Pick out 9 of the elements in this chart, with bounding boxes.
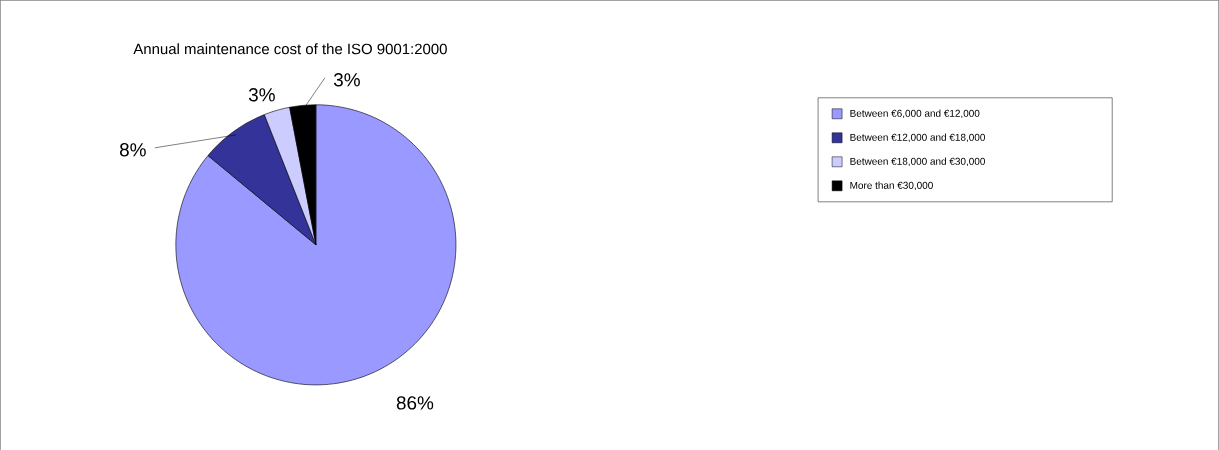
data-label: 86% (396, 396, 434, 410)
chart-title: Annual maintenance cost of the ISO 9001:2000 (133, 43, 447, 55)
data-label: 3% (248, 88, 275, 102)
legend-label: Between €6,000 and €12,000 (850, 109, 980, 118)
legend-label: Between €12,000 and €18,000 (850, 133, 985, 142)
data-label: 3% (333, 72, 360, 87)
data-label: 8% (119, 143, 146, 157)
legend-label: Between €18,000 and €30,000 (850, 157, 985, 166)
legend-label: More than €30,000 (850, 181, 933, 190)
